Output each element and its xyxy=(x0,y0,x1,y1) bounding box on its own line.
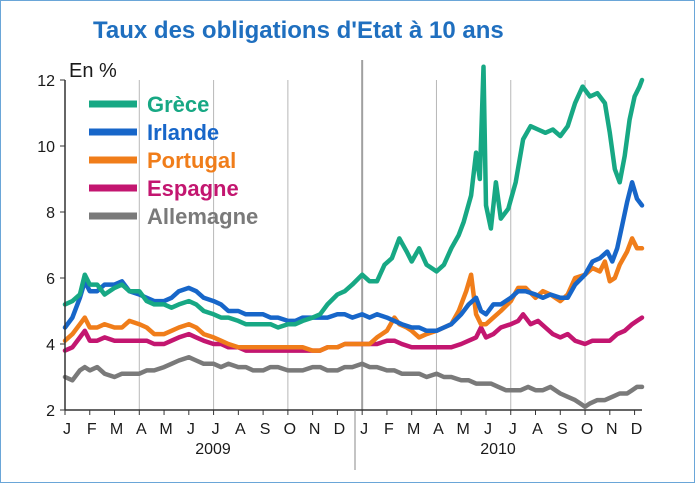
x-tick-label: F xyxy=(87,421,97,438)
legend-label: Espagne xyxy=(147,176,239,201)
x-tick-label: S xyxy=(557,421,568,438)
legend-label: Grèce xyxy=(147,92,209,117)
gridlines xyxy=(138,60,586,410)
legend-label: Allemagne xyxy=(147,204,258,229)
year-label: 2009 xyxy=(195,441,231,458)
series-line-allemagne xyxy=(62,354,645,409)
y-axis-unit: En % xyxy=(69,60,117,82)
x-tick-label: M xyxy=(457,421,470,438)
legend: Grèce Irlande Portugal Espagne Allemagne xyxy=(89,92,258,229)
y-tick-label: 6 xyxy=(46,271,55,288)
x-tick-label: A xyxy=(433,421,444,438)
x-tick-label: J xyxy=(509,421,517,438)
y-tick-label: 4 xyxy=(46,337,55,354)
x-tick-label: J xyxy=(187,421,195,438)
chart-title: Taux des obligations d'Etat à 10 ans xyxy=(93,17,504,44)
series-line-grèce xyxy=(62,64,645,330)
x-tick-label: D xyxy=(334,421,346,438)
series-lines xyxy=(62,64,645,409)
legend-label: Portugal xyxy=(147,148,236,173)
x-tick-label: F xyxy=(384,421,394,438)
x-tick-label: D xyxy=(631,421,643,438)
x-tick-label: M xyxy=(110,421,123,438)
series-line-irlande xyxy=(62,180,645,334)
x-tick-label: J xyxy=(212,421,220,438)
x-tick-label: A xyxy=(532,421,543,438)
x-tick-label: O xyxy=(581,421,593,438)
x-tick-label: J xyxy=(484,421,492,438)
x-tick-label: A xyxy=(235,421,246,438)
x-tick-label: S xyxy=(260,421,271,438)
y-tick-label: 8 xyxy=(46,205,55,222)
year-label: 2010 xyxy=(480,441,516,458)
x-tick-label: O xyxy=(284,421,296,438)
x-tick-label: M xyxy=(407,421,420,438)
x-tick-label: N xyxy=(309,421,321,438)
x-tick-label: M xyxy=(159,421,172,438)
x-tick-label: J xyxy=(63,421,71,438)
x-tick-label: A xyxy=(136,421,147,438)
y-tick-label: 12 xyxy=(37,73,55,90)
y-tick-label: 2 xyxy=(46,403,55,420)
y-tick-label: 10 xyxy=(37,139,55,156)
legend-label: Irlande xyxy=(147,120,219,145)
axes: En % xyxy=(64,60,642,470)
x-tick-label: J xyxy=(360,421,368,438)
x-tick-label: N xyxy=(606,421,618,438)
